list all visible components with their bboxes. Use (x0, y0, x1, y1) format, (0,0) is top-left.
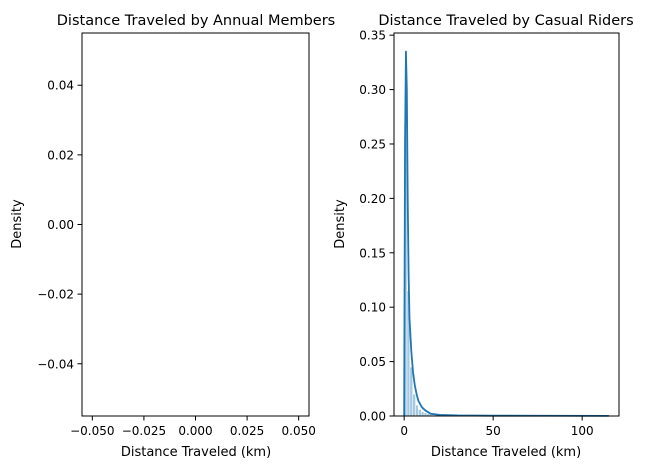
casual-riders-y-tick-label: 0.00 (359, 410, 386, 424)
casual-riders-x-tick-label: 0 (400, 424, 408, 438)
annual-members-x-tick-label: 0.050 (282, 424, 316, 438)
annual-members-x-tick-label: −0.025 (122, 424, 166, 438)
annual-members-y-tick-label: −0.04 (37, 357, 74, 371)
annual-members-y-tick-label: 0.04 (47, 79, 74, 93)
casual-riders-histogram-bar (418, 409, 422, 417)
annual-members-x-ticks: −0.050 −0.025 0.000 0.025 0.050 (70, 416, 316, 438)
annual-members-y-tick-label: 0.02 (47, 148, 74, 162)
annual-members-y-axis-label: Density (10, 199, 25, 249)
casual-riders-histogram-bar (412, 393, 416, 417)
casual-riders-y-tick-label: 0.30 (359, 83, 386, 97)
annual-members-title: Distance Traveled by Annual Members (57, 13, 335, 29)
casual-riders-y-tick-label: 0.20 (359, 192, 386, 206)
casual-riders-x-ticks: 0 50 100 (400, 416, 594, 438)
casual-riders-histogram-bar (415, 404, 419, 417)
casual-riders-y-tick-label: 0.05 (359, 355, 386, 369)
casual-riders-y-ticks: 0.00 0.05 0.10 0.15 0.20 0.25 0.30 0.35 (359, 29, 394, 424)
casual-riders-histogram-bar (420, 411, 425, 417)
annual-members-x-tick-label: 0.025 (230, 424, 264, 438)
annual-members-x-tick-label: −0.050 (70, 424, 114, 438)
casual-riders-y-axis-label: Density (333, 199, 348, 249)
casual-riders-x-tick-label: 50 (486, 424, 501, 438)
casual-riders-y-tick-label: 0.35 (359, 29, 386, 43)
casual-riders-y-tick-label: 0.25 (359, 137, 386, 151)
annual-members-y-tick-label: 0.00 (47, 218, 74, 232)
casual-riders-plot-frame (393, 32, 620, 417)
annual-members-y-ticks: −0.04 −0.02 0.00 0.02 0.04 (37, 79, 82, 371)
casual-riders-y-tick-label: 0.15 (359, 246, 386, 260)
casual-riders-histogram-bar (409, 366, 413, 417)
casual-riders-x-tick-label: 100 (571, 424, 594, 438)
annual-members-y-tick-label: −0.02 (37, 288, 74, 302)
casual-riders-x-axis-label: Distance Traveled (km) (431, 445, 581, 460)
annual-members-x-axis-label: Distance Traveled (km) (121, 445, 271, 460)
casual-riders-density-curve (403, 50, 609, 417)
annual-members-plot-frame (81, 32, 310, 417)
casual-riders-chart: Distance Traveled by Casual Riders 0 50 10… (333, 13, 634, 460)
casual-riders-title: Distance Traveled by Casual Riders (378, 13, 633, 29)
casual-riders-y-tick-label: 0.10 (359, 301, 386, 315)
annual-members-x-tick-label: 0.000 (178, 424, 212, 438)
annual-members-chart: Distance Traveled by Annual Members −0.0… (10, 13, 335, 460)
